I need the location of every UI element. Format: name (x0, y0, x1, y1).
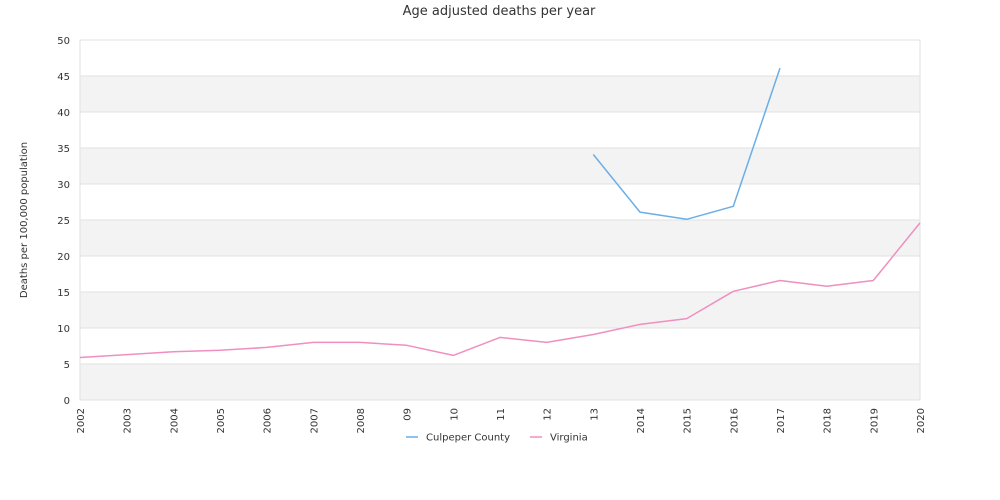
x-tick-label: 2006 (263, 408, 274, 433)
y-tick-label: 50 (57, 36, 70, 47)
background-bands (80, 40, 920, 400)
grid-band (80, 256, 920, 292)
x-tick-label: 13 (589, 408, 600, 421)
chart-title: Age adjusted deaths per year (403, 4, 596, 19)
x-tick-label: 10 (449, 408, 460, 421)
x-tick-label: 2014 (636, 408, 647, 433)
grid-band (80, 220, 920, 256)
grid-band (80, 292, 920, 328)
grid-band (80, 112, 920, 148)
legend-label: Virginia (550, 433, 588, 444)
x-tick-label: 2018 (823, 408, 834, 433)
grid-band (80, 40, 920, 76)
y-tick-label: 15 (57, 288, 70, 299)
y-tick-label: 25 (57, 216, 70, 227)
y-tick-label: 40 (57, 108, 70, 119)
x-tick-label: 11 (496, 408, 507, 421)
grid-band (80, 184, 920, 220)
y-tick-label: 35 (57, 144, 70, 155)
x-tick-label: 2008 (356, 408, 367, 433)
x-tick-label: 2003 (123, 408, 134, 433)
x-axis-ticks: 2002 2003 2004 2005 2006 2007 2008 09 10 11 12 13 20… (76, 408, 927, 433)
x-tick-label: 09 (403, 408, 414, 421)
series-line-virginia (79, 222, 921, 359)
x-tick-label: 2016 (729, 408, 740, 433)
x-tick-label: 2002 (76, 408, 87, 433)
x-tick-label: 2017 (776, 408, 787, 433)
x-tick-label: 2007 (309, 408, 320, 433)
series-lines (79, 67, 921, 359)
x-tick-label: 2019 (869, 408, 880, 433)
x-tick-label: 2020 (916, 408, 927, 433)
series-line-culpeper-county (592, 67, 781, 221)
y-tick-label: 5 (64, 360, 70, 371)
y-tick-label: 20 (57, 252, 70, 263)
grid-band (80, 328, 920, 364)
grid-band (80, 364, 920, 400)
legend: Culpeper County Virginia (406, 433, 588, 444)
grid-band (80, 148, 920, 184)
x-tick-label: 2004 (169, 408, 180, 433)
y-tick-label: 0 (64, 396, 70, 407)
y-tick-label: 45 (57, 72, 70, 83)
x-tick-label: 12 (543, 408, 554, 421)
x-tick-label: 2015 (683, 408, 694, 433)
y-axis-ticks: 0 5 10 15 20 25 30 35 40 45 50 (57, 36, 70, 407)
y-tick-label: 30 (57, 180, 70, 191)
y-tick-label: 10 (57, 324, 70, 335)
gridlines (79, 39, 921, 401)
legend-label: Culpeper County (426, 433, 510, 444)
x-tick-label: 2005 (216, 408, 227, 433)
grid-band (80, 76, 920, 112)
y-axis-title: Deaths per 100,000 population (19, 142, 30, 298)
